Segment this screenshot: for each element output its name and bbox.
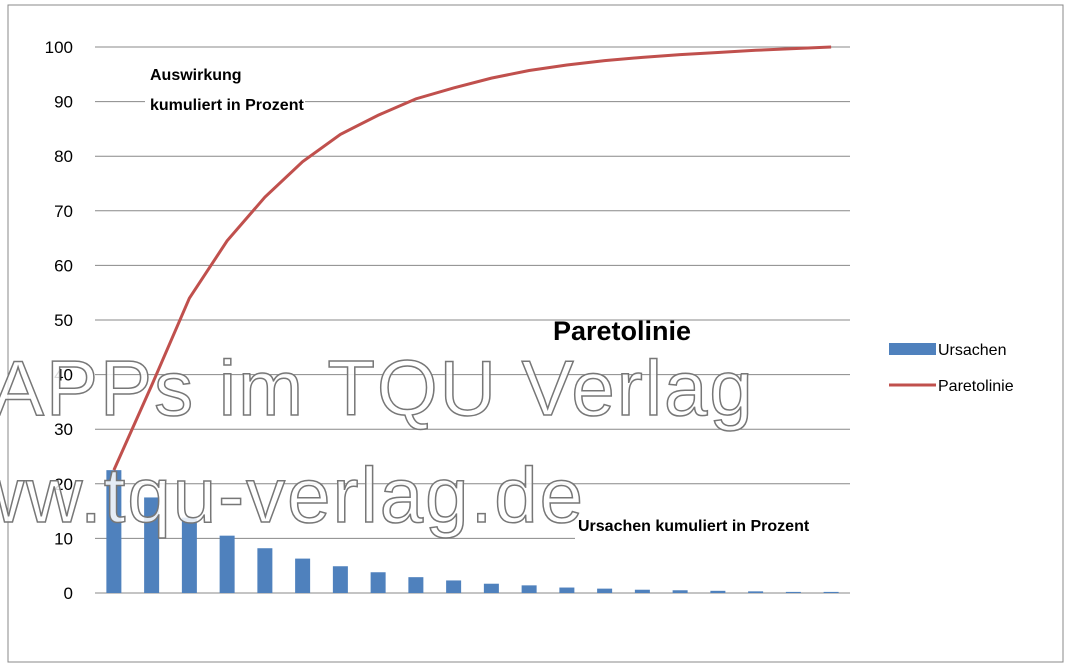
annotation: Paretolinie: [553, 316, 691, 346]
y-tick-label: 60: [54, 256, 73, 275]
annotation: kumuliert in Prozent: [150, 97, 304, 114]
bar: [408, 577, 424, 593]
y-tick-label: 90: [54, 93, 73, 112]
annotation-bg: [145, 60, 265, 90]
bar: [483, 583, 499, 593]
bar: [559, 587, 575, 593]
line: [112, 45, 832, 471]
y-tick-label: 80: [54, 147, 73, 166]
y-tick-label: 50: [54, 311, 73, 330]
bar: [257, 548, 273, 593]
annotation-bg: [145, 92, 305, 122]
bar: [634, 589, 650, 593]
annotation: Ursachen kumuliert in Prozent: [578, 518, 810, 535]
bar: [446, 580, 462, 593]
bar: [521, 585, 537, 593]
bar: [785, 591, 801, 593]
bar: [144, 497, 160, 593]
y-tick-label: 30: [54, 420, 73, 439]
bar: [332, 566, 348, 593]
bar: [710, 590, 726, 593]
bar: [823, 591, 839, 593]
watermark: APPs im TQU Verlag: [0, 344, 755, 432]
bar: [295, 558, 311, 593]
y-tick-label: 100: [45, 38, 73, 57]
legend-swatch: [889, 343, 936, 355]
bar: [181, 517, 197, 593]
y-tick-label: 10: [54, 529, 73, 548]
bar: [219, 535, 235, 593]
bar: [672, 590, 688, 593]
y-tick-label: 40: [54, 366, 73, 385]
bar: [748, 591, 764, 593]
legend-label: Paretolinie: [938, 378, 1014, 395]
annotation: Auswirkung: [150, 67, 242, 84]
bar: [597, 588, 613, 593]
y-tick-label: 20: [54, 475, 73, 494]
watermark: www.tqu-verlag.de: [0, 451, 585, 539]
annotation-bg: [575, 513, 865, 539]
bar: [106, 470, 122, 593]
bar: [370, 572, 386, 593]
y-tick-label: 70: [54, 202, 73, 221]
legend-label: Ursachen: [938, 342, 1006, 359]
y-tick-label: 0: [64, 584, 73, 603]
